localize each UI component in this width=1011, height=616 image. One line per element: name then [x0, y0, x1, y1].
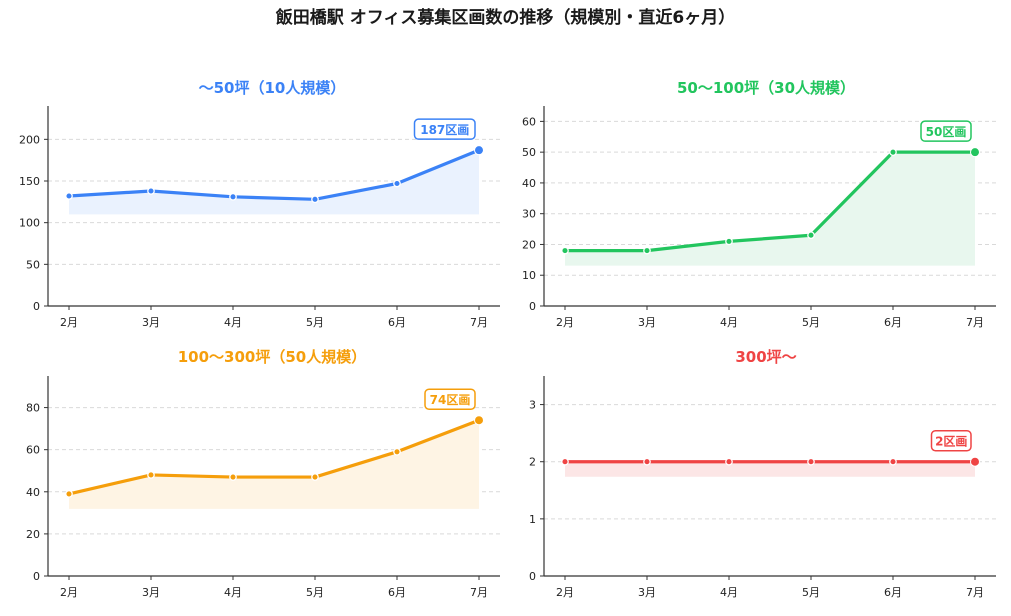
data-point	[393, 447, 401, 456]
x-tick-label: 6月	[388, 316, 406, 329]
data-point	[65, 490, 73, 498]
data-point	[970, 147, 980, 158]
x-tick-label: 3月	[638, 586, 656, 599]
series-line	[67, 418, 481, 496]
panel-title: 100〜300坪（50人規模）	[178, 348, 367, 366]
x-tick-label: 5月	[306, 316, 324, 329]
panel-title: 〜50坪（10人規模）	[199, 79, 346, 97]
data-point	[725, 237, 733, 246]
data-point	[807, 457, 815, 466]
data-point	[725, 457, 733, 466]
data-point	[561, 246, 569, 255]
x-tick-label: 6月	[388, 586, 406, 599]
x-tick-label: 4月	[720, 316, 738, 329]
series-area	[565, 461, 975, 477]
data-point	[229, 192, 237, 201]
x-tick-label: 5月	[802, 586, 820, 599]
data-point	[311, 195, 319, 204]
chart-panel-3: 100〜300坪（50人規模） 0 20 40 60 80 2月 3月 4月 5月 6月 7月 74区画	[26, 348, 500, 599]
x-tick-label: 2月	[556, 586, 574, 599]
y-tick-label: 80	[26, 402, 40, 415]
y-tick-label: 150	[19, 175, 40, 188]
y-tick-label: 0	[33, 300, 40, 313]
figure-title: 飯田橋駅 オフィス募集区画数の推移（規模別・直近6ヶ月）	[275, 8, 736, 28]
value-badge-label: 74区画	[430, 393, 471, 407]
x-tick-label: 3月	[142, 586, 160, 599]
value-badge-label: 50区画	[926, 125, 967, 139]
x-tick-label: 2月	[556, 316, 574, 329]
data-point	[889, 148, 897, 157]
data-point	[561, 457, 569, 466]
value-badge-label: 2区画	[935, 435, 967, 449]
data-point	[393, 179, 401, 188]
data-point	[147, 471, 155, 479]
data-point	[643, 457, 651, 466]
y-tick-label: 30	[522, 208, 536, 221]
y-tick-label: 0	[529, 300, 536, 313]
y-tick-label: 3	[529, 399, 536, 412]
y-tick-label: 40	[26, 486, 40, 499]
y-tick-label: 200	[19, 133, 40, 146]
data-point	[229, 473, 237, 481]
value-badge	[920, 120, 972, 142]
y-tick-label: 60	[522, 115, 536, 128]
series-area	[565, 152, 975, 266]
y-tick-label: 20	[522, 238, 536, 251]
series-line	[563, 150, 977, 253]
data-point	[643, 246, 651, 255]
y-tick-label: 60	[26, 444, 40, 457]
data-point	[807, 231, 815, 240]
y-tick-label: 40	[522, 177, 536, 190]
x-tick-label: 4月	[720, 586, 738, 599]
series-line	[67, 148, 481, 201]
data-point	[65, 192, 73, 200]
value-badge-label: 187区画	[420, 123, 469, 137]
y-tick-label: 10	[522, 269, 536, 282]
chart-panel-4: 300坪〜 0 1 2 3 2月 3月 4月 5月 6月 7月 2区画	[529, 348, 996, 599]
data-point	[311, 473, 319, 481]
y-tick-label: 20	[26, 528, 40, 541]
data-point	[889, 457, 897, 466]
chart-panel-2: 50〜100坪（30人規模） 0 10 20 30 40 50 60 2月 3月 4月 5月 6月 7月 5…	[522, 79, 996, 329]
x-tick-label: 4月	[224, 586, 242, 599]
series-area	[69, 150, 479, 215]
x-tick-label: 7月	[470, 586, 488, 599]
value-badge	[413, 118, 476, 140]
x-tick-label: 3月	[142, 316, 160, 329]
data-point	[474, 145, 484, 156]
y-tick-label: 50	[522, 146, 536, 159]
y-tick-label: 0	[529, 570, 536, 583]
x-tick-label: 7月	[470, 316, 488, 329]
x-tick-label: 2月	[60, 586, 78, 599]
chart-panel-1: 〜50坪（10人規模） 0 50 100 150 200 2月 3月 4月 5月 6月 7月 187区画	[19, 79, 500, 329]
data-point	[970, 456, 980, 467]
value-badge	[424, 388, 476, 410]
x-tick-label: 4月	[224, 316, 242, 329]
data-point	[147, 187, 155, 195]
x-tick-label: 3月	[638, 316, 656, 329]
panel-title: 50〜100坪（30人規模）	[677, 79, 855, 97]
x-tick-label: 2月	[60, 316, 78, 329]
value-badge	[930, 429, 972, 452]
panel-title: 300坪〜	[735, 348, 796, 366]
y-tick-label: 50	[26, 258, 40, 271]
x-tick-label: 6月	[884, 316, 902, 329]
data-point	[474, 415, 484, 426]
y-tick-label: 100	[19, 217, 40, 230]
x-tick-label: 5月	[306, 586, 324, 599]
y-tick-label: 1	[529, 513, 536, 526]
y-tick-label: 2	[529, 456, 536, 469]
x-tick-label: 5月	[802, 316, 820, 329]
series-area	[69, 420, 479, 509]
x-tick-label: 7月	[966, 586, 984, 599]
y-tick-label: 0	[33, 570, 40, 583]
x-tick-label: 7月	[966, 316, 984, 329]
x-tick-label: 6月	[884, 586, 902, 599]
